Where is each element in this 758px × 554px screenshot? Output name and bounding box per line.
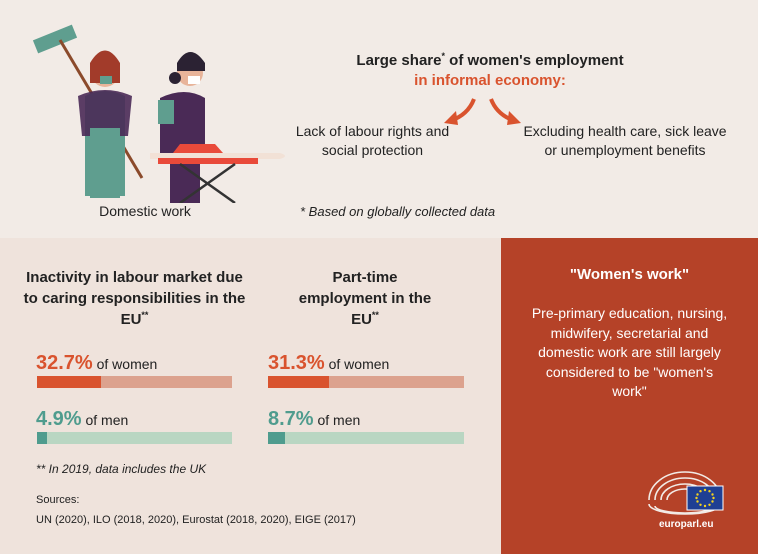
inactivity-women-bar-fill: [37, 376, 101, 388]
inactivity-men-stat: 4.9% of men: [36, 408, 128, 431]
parttime-women-bar-remainder: [329, 376, 464, 388]
headline-marker: *: [441, 51, 445, 61]
parttime-men-label: of men: [313, 412, 361, 428]
inactivity-title: Inactivity in labour market due to carin…: [22, 268, 247, 331]
labour-rights-point: Lack of labour rights and social protect…: [295, 123, 450, 158]
europarl-link[interactable]: europarl.eu: [659, 519, 714, 530]
parttime-women-bar-fill: [268, 376, 330, 388]
inactivity-marker: **: [141, 310, 149, 321]
inactivity-women-pct: 32.7%: [36, 352, 93, 374]
parttime-men-stat: 8.7% of men: [268, 408, 360, 431]
inactivity-men-bar-remainder: [46, 432, 232, 444]
womens-work-text: Pre-primary education, nursing, midwifer…: [531, 305, 728, 400]
inactivity-women-label: of women: [92, 356, 158, 372]
health-care-point: Excluding health care, sick leave or une…: [523, 123, 727, 158]
informal-economy-headline: Large share* of women's employment in in…: [320, 50, 660, 92]
parttime-men-bar: [268, 432, 464, 444]
sources-text: UN (2020), ILO (2018, 2020), Eurostat (2…: [36, 514, 356, 526]
uk-footnote: ** In 2019, data includes the UK: [36, 462, 207, 476]
european-parliament-logo: [648, 471, 724, 515]
domestic-work-illustration: [32, 24, 285, 203]
arrow-left-icon: [444, 98, 476, 125]
inactivity-men-pct: 4.9%: [36, 408, 82, 430]
parttime-title-text: Part-time employment in the EU: [298, 269, 432, 329]
illustration-caption: Domestic work: [99, 203, 191, 219]
global-data-footnote: * Based on globally collected data: [300, 204, 496, 219]
headline-part1: Large share: [356, 52, 442, 69]
inactivity-title-text: Inactivity in labour market due to carin…: [23, 269, 246, 329]
inactivity-men-bar-fill: [37, 432, 47, 444]
parttime-title: Part-time employment in the EU**: [290, 268, 440, 331]
parttime-women-label: of women: [324, 356, 390, 372]
arrow-right-icon: [489, 98, 521, 125]
womens-work-title: "Women's work": [569, 266, 690, 283]
inactivity-men-label: of men: [81, 412, 129, 428]
parttime-women-pct: 31.3%: [268, 352, 325, 374]
inactivity-women-bar-remainder: [100, 376, 232, 388]
sources-label: Sources:: [36, 494, 80, 506]
statistics-section: [0, 238, 501, 554]
top-section: Domestic work Large share* of women's em…: [0, 0, 758, 238]
parttime-women-stat: 31.3% of women: [268, 352, 389, 375]
parttime-marker: **: [371, 310, 379, 321]
womens-work-panel: "Women's work" Pre-primary education, nu…: [501, 238, 758, 554]
parttime-men-bar-fill: [268, 432, 286, 444]
inactivity-men-bar: [37, 432, 232, 444]
parttime-men-pct: 8.7%: [268, 408, 314, 430]
inactivity-women-stat: 32.7% of women: [36, 352, 157, 375]
headline-red: in informal economy:: [414, 72, 566, 90]
headline-part2: of women's employment: [444, 52, 624, 69]
inactivity-women-bar: [37, 376, 232, 388]
parttime-men-bar-remainder: [285, 432, 464, 444]
parttime-women-bar: [268, 376, 464, 388]
